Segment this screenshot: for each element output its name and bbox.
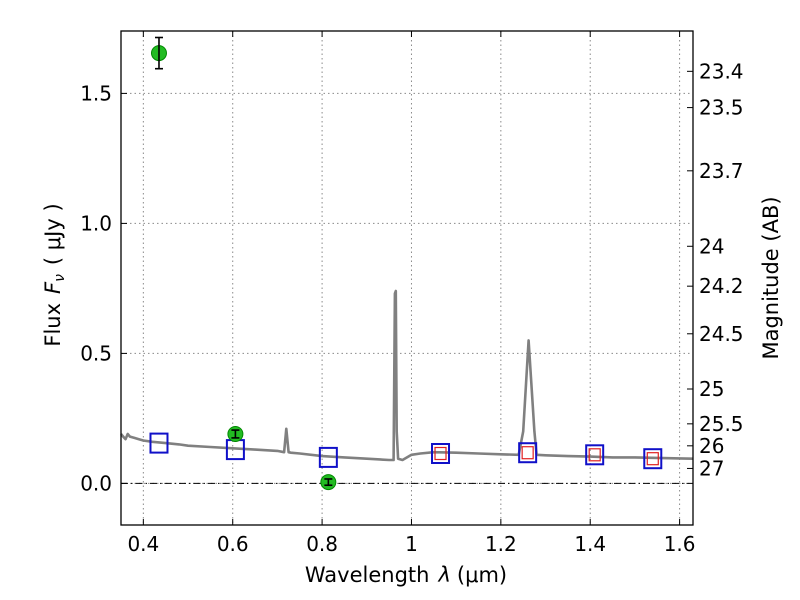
model-photometry-box <box>149 432 169 454</box>
model-spectrum-line <box>120 289 694 462</box>
model-photometry-box-secondary <box>521 446 534 460</box>
y-tick-label: 0.5 <box>80 341 112 365</box>
magnitude-tick-label: 25 <box>699 377 724 401</box>
x-tick-label: 1.2 <box>485 532 517 556</box>
plot-frame <box>120 30 694 526</box>
model-photometry-box <box>643 448 663 470</box>
magnitude-tick-label: 27 <box>699 456 724 480</box>
magnitude-tick-label: 24.5 <box>699 322 744 346</box>
x-tick-label: 1.4 <box>574 532 606 556</box>
x-tick-label: 0.4 <box>127 532 159 556</box>
model-photometry-box <box>518 442 538 464</box>
magnitude-tick-label: 24 <box>699 234 724 258</box>
x-tick-label: 0.6 <box>217 532 249 556</box>
x-axis-label: Wavelength λ (μm) <box>305 563 507 587</box>
x-tick-label: 1 <box>405 532 418 556</box>
x-tick-label: 1.6 <box>664 532 696 556</box>
model-photometry-box-secondary <box>646 452 659 466</box>
magnitude-tick-label: 24.2 <box>699 274 744 298</box>
magnitude-tick-label: 23.5 <box>699 96 744 120</box>
model-photometry-boxes <box>149 432 663 470</box>
x-tick-label: 0.8 <box>306 532 338 556</box>
model-photometry-box <box>585 444 605 466</box>
y-tick-label: 1.5 <box>80 81 112 105</box>
model-photometry-box <box>431 443 451 464</box>
observed-points <box>150 36 337 491</box>
model-photometry-box <box>318 446 338 468</box>
model-photometry-box-secondary <box>588 448 601 462</box>
magnitude-tick-label: 26 <box>699 434 724 458</box>
x-axis-ticks: 0.4 0.6 0.8 1 1.2 1.4 1.6 <box>127 31 696 556</box>
y-tick-label: 0.0 <box>80 471 112 495</box>
y-tick-label: 1.0 <box>80 211 112 235</box>
y-axis-ticks: 0.0 0.5 1.0 1.5 <box>80 81 127 495</box>
model-photometry-box-secondary <box>434 446 447 461</box>
grid <box>121 31 693 525</box>
magnitude-axis-label: Magnitude (AB) <box>759 196 783 359</box>
magnitude-tick-label: 25.5 <box>699 412 744 436</box>
magnitude-tick-label: 23.4 <box>699 59 744 83</box>
y-axis-label: FluxFν( μJy ) <box>41 203 68 346</box>
magnitude-tick-label: 23.7 <box>699 159 744 183</box>
